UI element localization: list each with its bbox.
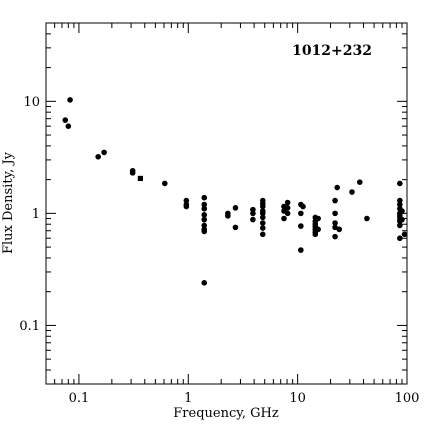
data-point: [298, 210, 304, 217]
data-point: [315, 215, 321, 222]
data-point: [201, 280, 208, 286]
data-point: [250, 210, 256, 217]
data-point: [201, 222, 208, 229]
data-point: [364, 215, 370, 222]
data-point: [201, 212, 208, 218]
data-point: [162, 180, 168, 187]
data-point: [259, 214, 266, 221]
chart-title: 1012+232: [292, 43, 372, 59]
data-point: [281, 215, 287, 222]
data-point: [225, 213, 231, 219]
data-point: [250, 216, 256, 223]
data-point: [259, 210, 266, 217]
data-point: [399, 216, 405, 223]
data-point: [201, 205, 208, 212]
data-point: [356, 179, 363, 185]
data-point: [232, 224, 239, 231]
data-point: [201, 228, 208, 235]
data-point: [183, 203, 190, 210]
data-point: [62, 117, 69, 123]
data-point: [284, 210, 291, 217]
data-point: [336, 226, 343, 233]
x-tick-label: 0.1: [69, 391, 90, 406]
data-point: [312, 231, 319, 238]
data-point: [401, 231, 408, 238]
data-point: [315, 226, 321, 233]
data-point: [397, 180, 403, 187]
data-point: [259, 231, 266, 238]
data-point: [298, 223, 304, 229]
data-point: [129, 167, 136, 174]
y-tick-label: 1: [32, 207, 40, 222]
data-point: [284, 205, 291, 211]
y-tick-label: 10: [23, 95, 40, 110]
data-point: [397, 197, 403, 204]
axis-ticks: [45, 22, 408, 385]
data-point: [183, 197, 190, 204]
data-point: [334, 184, 340, 191]
data-point: [332, 197, 338, 204]
x-tick-label: 10: [289, 391, 306, 406]
data-point: [332, 220, 338, 226]
axis-tick-labels: 0.1 1 10 100 0.1 1 10: [19, 95, 419, 406]
data-point-square: [137, 175, 144, 182]
data-point: [201, 194, 208, 201]
data-points: [62, 97, 408, 286]
data-point: [349, 189, 355, 195]
plot-frame: [45, 22, 408, 385]
data-point: [399, 208, 405, 214]
data-point: [298, 247, 304, 253]
data-point: [397, 222, 403, 229]
data-point: [397, 235, 403, 242]
data-point: [95, 153, 101, 160]
data-point: [284, 199, 291, 206]
data-point: [332, 233, 338, 240]
data-point: [259, 203, 266, 210]
data-point: [201, 216, 208, 223]
y-tick-label: 0.1: [19, 319, 40, 334]
data-point: [259, 225, 266, 231]
data-point: [300, 203, 306, 210]
y-axis-label: Flux Density, Jy: [1, 151, 16, 254]
data-point: [65, 123, 72, 129]
x-axis-label: Frequency, GHz: [173, 406, 279, 421]
x-tick-label: 1: [184, 391, 192, 406]
data-point: [232, 205, 239, 211]
data-point: [332, 210, 338, 217]
data-point: [259, 220, 266, 226]
data-point: [67, 97, 73, 103]
data-point: [201, 201, 208, 208]
data-point: [397, 201, 403, 208]
data-point: [101, 149, 107, 156]
x-tick-label: 100: [395, 391, 420, 406]
